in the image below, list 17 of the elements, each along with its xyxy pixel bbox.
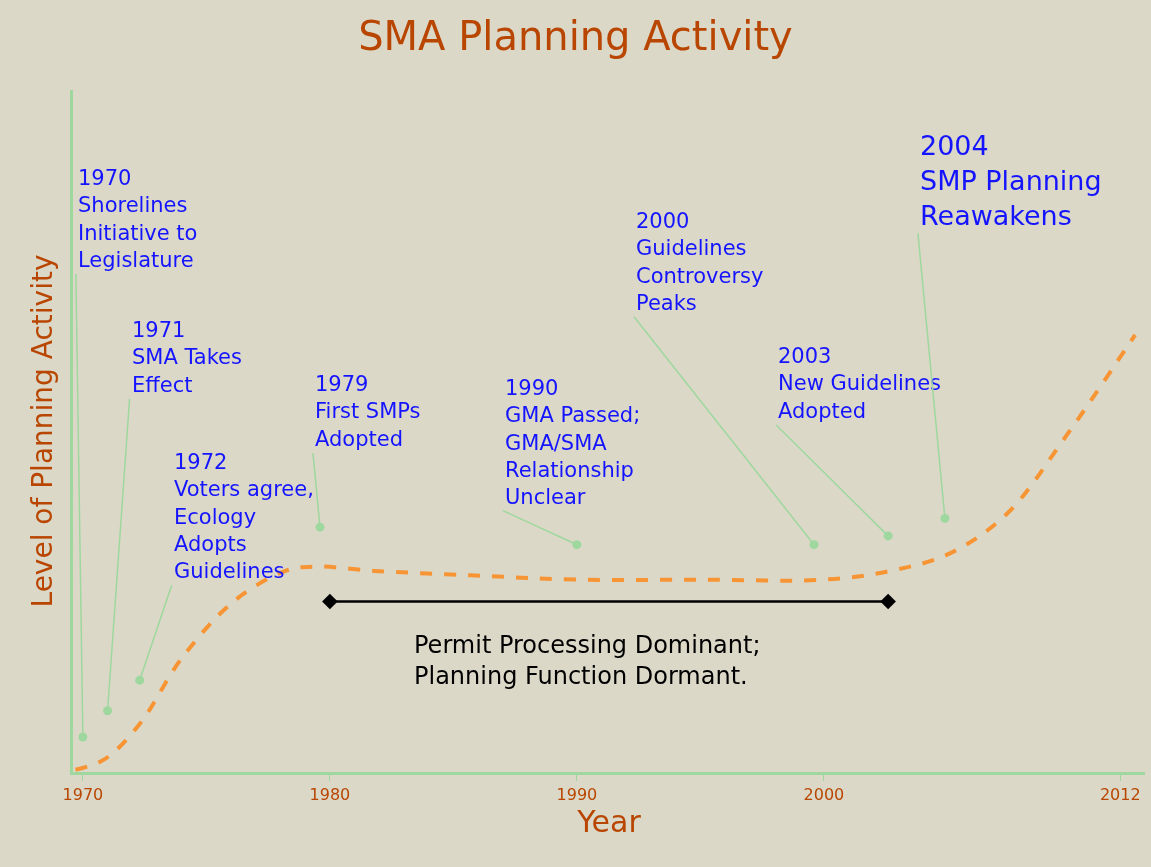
annotation: 1971 SMA Takes Effect bbox=[132, 318, 242, 397]
annotation: 2004 SMP Planning Reawakens bbox=[920, 130, 1102, 232]
annotation: 2000 Guidelines Controversy Peaks bbox=[636, 209, 764, 315]
x-tick-label: 2000 bbox=[803, 785, 845, 805]
annotation: 2003 New Guidelines Adopted bbox=[778, 344, 941, 423]
annotation: Permit Processing Dominant; Planning Function Dormant. bbox=[414, 631, 761, 691]
annotation: 1972 Voters agree, Ecology Adopts Guidelines bbox=[174, 450, 314, 584]
chart-title: SMA Planning Activity bbox=[358, 12, 793, 59]
annotation: 1970 Shorelines Initiative to Legislature bbox=[78, 166, 198, 272]
x-axis-title: Year bbox=[576, 804, 642, 840]
annotation: 1979 First SMPs Adopted bbox=[315, 372, 421, 451]
x-tick-label: 1970 bbox=[62, 785, 104, 805]
x-tick-label: 2012 bbox=[1099, 785, 1141, 805]
y-axis-title: Level of Planning Activity bbox=[25, 254, 59, 608]
annotation: 1990 GMA Passed; GMA/SMA Relationship Unclear bbox=[505, 376, 641, 510]
x-tick-label: 1980 bbox=[309, 785, 351, 805]
x-tick-label: 1990 bbox=[556, 785, 598, 805]
